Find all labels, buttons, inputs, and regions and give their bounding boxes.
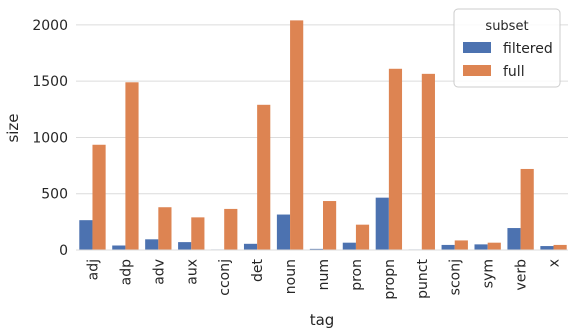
legend-swatch-filtered bbox=[463, 42, 491, 53]
x-axis-label: tag bbox=[310, 311, 335, 329]
bar-full-aux bbox=[191, 217, 205, 250]
legend-swatch-full bbox=[463, 65, 491, 76]
x-tick-label: propn bbox=[382, 259, 398, 300]
legend-title: subset bbox=[485, 19, 528, 34]
bar-full-num bbox=[323, 201, 337, 250]
bar-filtered-propn bbox=[375, 197, 389, 250]
y-tick-labels: 0 500 1000 1500 2000 bbox=[32, 18, 68, 259]
bar-filtered-aux bbox=[178, 242, 192, 250]
bar-full-sconj bbox=[454, 240, 468, 250]
y-tick-label: 2000 bbox=[32, 18, 68, 34]
bar-filtered-x bbox=[540, 246, 554, 250]
bar-full-adv bbox=[158, 207, 172, 250]
bar-filtered-sym bbox=[474, 244, 488, 250]
x-tick-label: sconj bbox=[448, 259, 464, 295]
bar-filtered-noun bbox=[276, 214, 291, 250]
bar-full-adj bbox=[92, 144, 106, 250]
bar-group bbox=[79, 20, 567, 250]
x-tick-label: det bbox=[250, 259, 266, 283]
bar-full-adp bbox=[125, 82, 139, 250]
bar-full-cconj bbox=[224, 208, 238, 250]
bar-filtered-det bbox=[243, 243, 258, 250]
bar-full-pron bbox=[355, 224, 370, 250]
x-tick-label: cconj bbox=[217, 259, 233, 296]
bar-full-x bbox=[553, 244, 567, 250]
y-tick-label: 500 bbox=[41, 187, 68, 203]
y-axis-label: size bbox=[4, 113, 22, 142]
bar-filtered-adv bbox=[145, 239, 159, 250]
x-tick-label: adj bbox=[85, 259, 101, 280]
bar-filtered-pron bbox=[342, 242, 356, 250]
bar-full-sym bbox=[487, 242, 501, 250]
y-tick-label: 0 bbox=[59, 243, 68, 259]
legend-label-filtered: filtered bbox=[503, 41, 553, 57]
bar-filtered-sconj bbox=[441, 244, 455, 250]
x-tick-label: adp bbox=[118, 259, 134, 285]
x-tick-label: adv bbox=[151, 259, 167, 285]
x-tick-label: aux bbox=[184, 259, 200, 285]
bar-full-propn bbox=[388, 68, 403, 250]
x-tick-label: verb bbox=[514, 259, 530, 291]
bar-full-punct bbox=[421, 73, 435, 250]
x-tick-label: num bbox=[316, 259, 332, 290]
bar-filtered-adp bbox=[112, 245, 126, 250]
y-tick-label: 1000 bbox=[32, 130, 68, 146]
legend: subset filtered full bbox=[453, 8, 561, 88]
bar-full-noun bbox=[290, 20, 304, 250]
legend-label-full: full bbox=[503, 64, 525, 80]
x-tick-label: punct bbox=[415, 258, 431, 298]
bar-filtered-verb bbox=[507, 228, 521, 250]
bar-full-verb bbox=[520, 168, 534, 250]
bar-filtered-adj bbox=[79, 220, 93, 250]
x-tick-label: x bbox=[547, 259, 563, 267]
x-tick-label: sym bbox=[481, 259, 497, 288]
bar-filtered-num bbox=[309, 248, 323, 250]
x-tick-label: noun bbox=[283, 259, 299, 294]
y-tick-label: 1500 bbox=[32, 74, 68, 90]
x-tick-label: pron bbox=[349, 259, 365, 291]
bar-full-det bbox=[257, 104, 271, 250]
x-tick-labels: adj adp adv aux cconj det noun num pron propn punc… bbox=[85, 258, 562, 299]
